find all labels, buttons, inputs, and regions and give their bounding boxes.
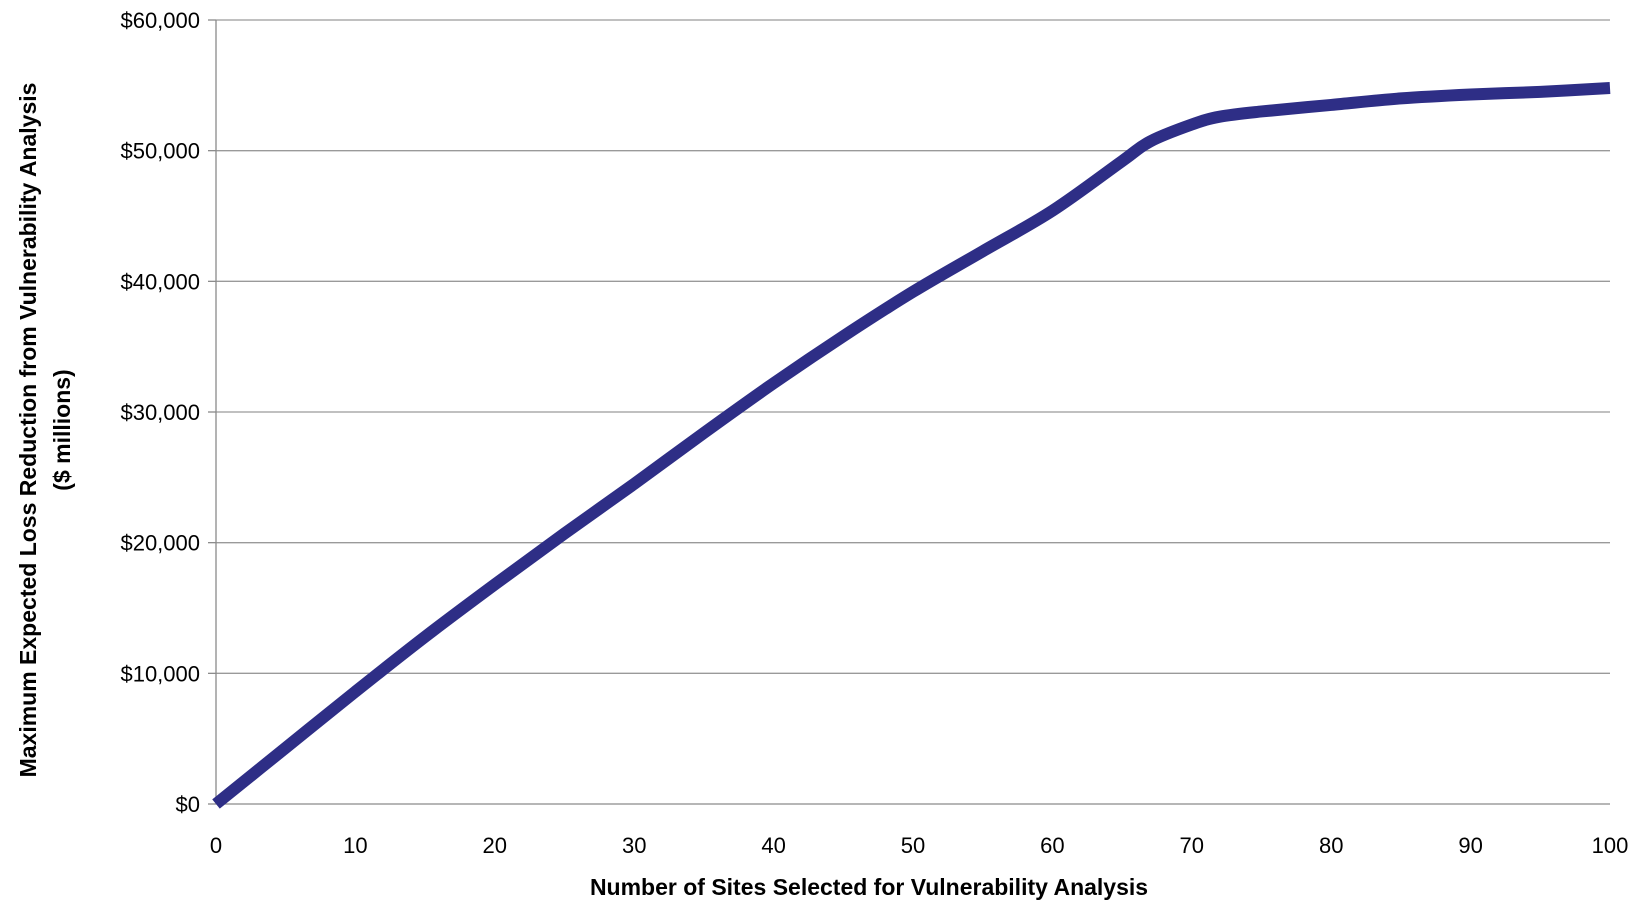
y-tick-label: $40,000 [120, 269, 200, 294]
x-tick-label: 50 [901, 833, 925, 858]
x-tick-label: 10 [343, 833, 367, 858]
x-axis-title: Number of Sites Selected for Vulnerabili… [590, 874, 1148, 900]
x-tick-label: 90 [1458, 833, 1482, 858]
x-tick-label: 60 [1040, 833, 1064, 858]
y-tick-label: $20,000 [120, 531, 200, 556]
y-tick-label: $30,000 [120, 400, 200, 425]
x-tick-label: 70 [1180, 833, 1204, 858]
series-line [212, 81, 1611, 809]
y-axis-title: Maximum Expected Loss Reduction from Vul… [15, 83, 41, 778]
y-tick-label: $50,000 [120, 139, 200, 164]
x-tick-label: 40 [761, 833, 785, 858]
x-tick-label: 0 [210, 833, 222, 858]
x-tick-labels: 0 10 20 30 40 50 60 70 80 90 100 [210, 833, 1628, 858]
y-tick-label: $10,000 [120, 661, 200, 686]
axes [208, 19, 1610, 805]
gridlines [216, 19, 1610, 674]
x-tick-label: 80 [1319, 833, 1343, 858]
y-tick-label: $0 [176, 792, 200, 817]
x-tick-label: 30 [622, 833, 646, 858]
y-tick-labels: $0 $10,000 $20,000 $30,000 $40,000 $50,000 $60… [120, 8, 200, 817]
y-tick-label: $60,000 [120, 8, 200, 33]
series [212, 81, 1611, 809]
x-tick-label: 20 [483, 833, 507, 858]
y-axis-title-units: ($ millions) [49, 369, 75, 490]
x-tick-label: 100 [1592, 833, 1629, 858]
